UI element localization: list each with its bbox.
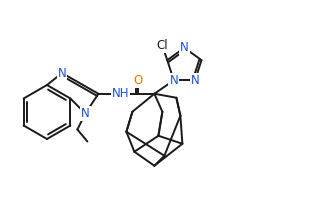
Text: O: O <box>134 74 143 87</box>
Text: NH: NH <box>112 87 129 100</box>
Text: N: N <box>81 107 90 120</box>
Text: Cl: Cl <box>157 39 168 52</box>
Text: N: N <box>58 67 66 80</box>
Text: N: N <box>191 74 199 87</box>
Text: N: N <box>170 74 178 87</box>
Text: N: N <box>180 41 189 54</box>
